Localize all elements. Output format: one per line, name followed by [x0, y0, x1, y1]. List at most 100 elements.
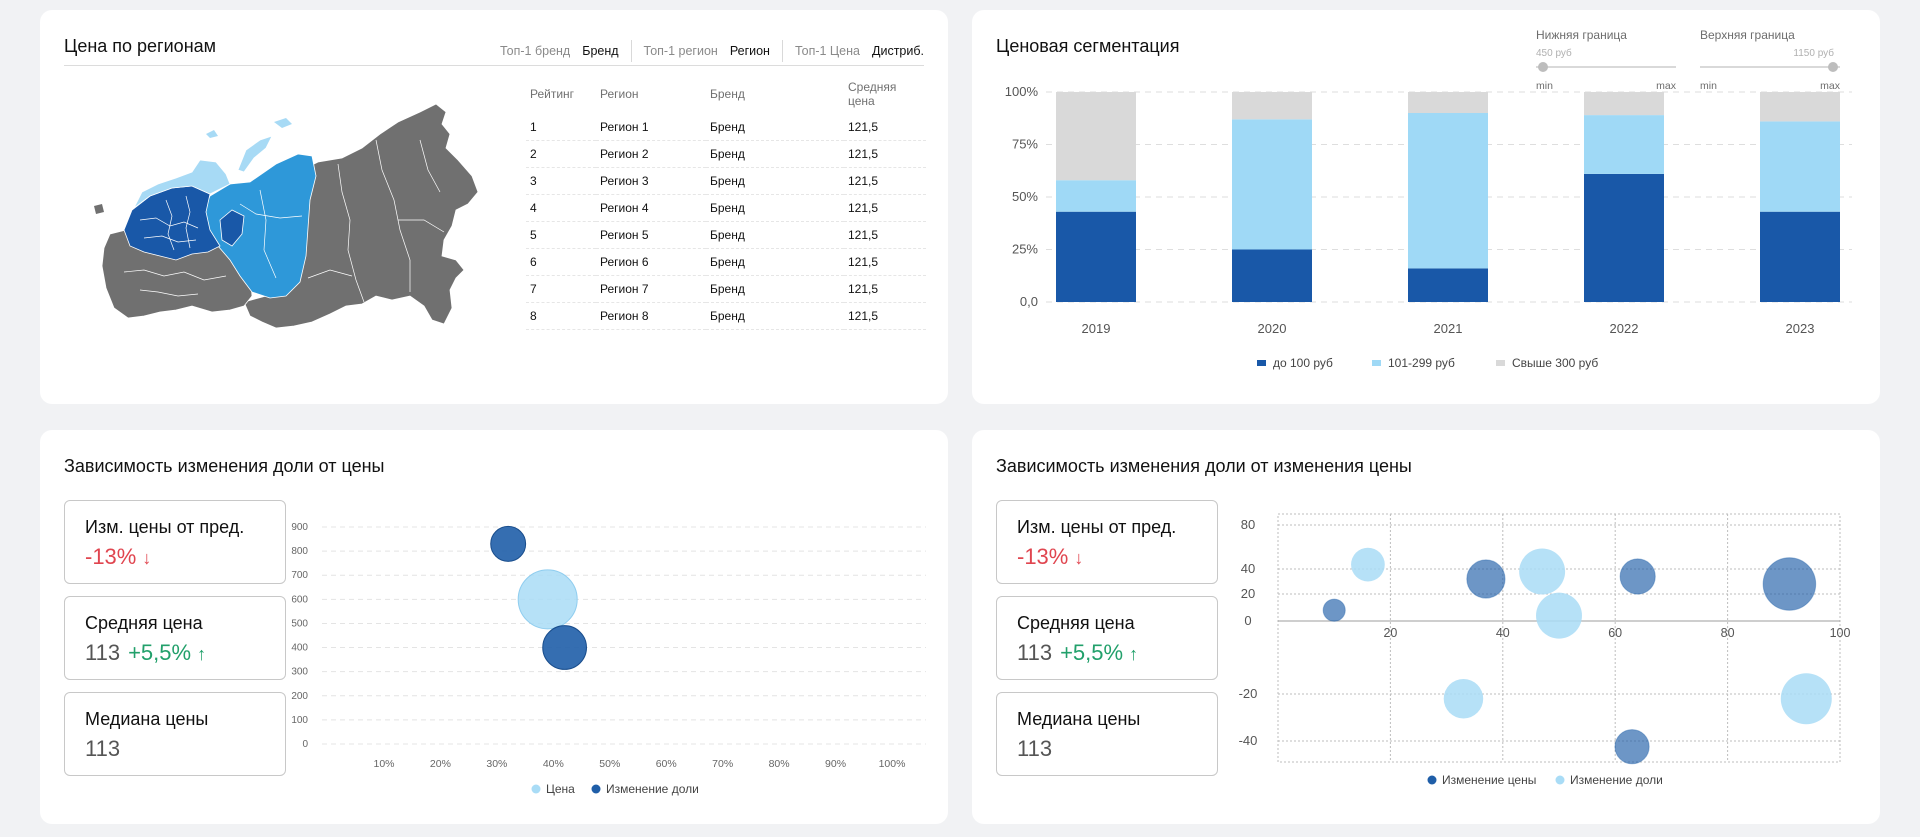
legend-label[interactable]: до 100 руб — [1273, 356, 1333, 370]
kpi-card[interactable]: Изм. цены от пред. -13% ↓ — [64, 500, 286, 584]
map-region-urals[interactable] — [219, 209, 245, 247]
slider-track[interactable] — [1700, 66, 1840, 68]
bar-segment[interactable] — [1584, 173, 1664, 302]
bubble-point[interactable] — [1780, 673, 1832, 725]
kpi-card[interactable]: Средняя цена 113 +5,5% ↑ — [996, 596, 1218, 680]
bar-segment[interactable] — [1760, 92, 1840, 122]
x-tick-label: 2021 — [1434, 321, 1463, 336]
y-tick-label: 400 — [291, 643, 308, 654]
bubble-point[interactable] — [1443, 678, 1484, 719]
bar-segment[interactable] — [1232, 92, 1312, 120]
legend-label[interactable]: Изменение цены — [1442, 773, 1536, 787]
slider-track[interactable] — [1536, 66, 1676, 68]
card-title: Цена по регионам — [64, 36, 217, 56]
bubble-point[interactable] — [1351, 547, 1385, 582]
kpi-card[interactable]: Медиана цены 113 — [996, 692, 1218, 776]
y-tick-label: 100% — [1005, 84, 1039, 99]
map-region-island-north-2[interactable] — [206, 130, 218, 138]
bar-segment[interactable] — [1056, 211, 1136, 302]
bubble-chart: 80 40 20 0 -20 -40 20 40 60 80 100 Изменение цены Из… — [1239, 513, 1850, 787]
bar-segment[interactable] — [1408, 268, 1488, 302]
table-row[interactable]: 7 Регион 7 Бренд 121,5 — [526, 275, 926, 303]
bubble-point[interactable] — [1536, 592, 1582, 639]
upper-bound-slider[interactable]: Верхняя граница 1150 руб min max — [1700, 28, 1840, 92]
bubble-point[interactable] — [1466, 559, 1506, 599]
legend-label[interactable]: 101-299 руб — [1388, 356, 1455, 370]
table-row[interactable]: 8 Регион 8 Бренд 121,5 — [526, 302, 926, 330]
kpi-value-row: 113 +5,5% ↑ — [1017, 640, 1197, 666]
bar-segment[interactable] — [1584, 92, 1664, 116]
cell-avg-price: 121,5 — [844, 248, 926, 276]
kpi-card[interactable]: Средняя цена 113 +5,5% ↑ — [64, 596, 286, 680]
x-tick-label: 50% — [599, 758, 620, 770]
filter-top-price[interactable]: Топ-1 Цена Дистриб. — [781, 40, 924, 62]
cell-rank: 2 — [526, 140, 596, 168]
map-region-siberia[interactable] — [203, 153, 317, 299]
cell-brand: Бренд — [706, 248, 844, 276]
filter-value[interactable]: Дистриб. — [872, 44, 924, 58]
filter-value[interactable]: Регион — [729, 44, 770, 58]
bubble-point[interactable] — [517, 569, 578, 630]
legend-label[interactable]: Цена — [546, 782, 575, 796]
legend-label[interactable]: Изменение доли — [606, 782, 699, 796]
kpi-value-row: -13% ↓ — [1017, 544, 1197, 570]
bubble-point[interactable] — [1619, 558, 1656, 595]
x-tick-label: 60% — [656, 758, 677, 770]
kpi-card[interactable]: Медиана цены 113 — [64, 692, 286, 776]
y-tick-label: 700 — [291, 570, 308, 581]
bar-segment[interactable] — [1408, 92, 1488, 113]
kpi-card[interactable]: Изм. цены от пред. -13% ↓ — [996, 500, 1218, 584]
bar-segment[interactable] — [1232, 119, 1312, 250]
bubble-point[interactable] — [542, 625, 587, 670]
bubble-point[interactable] — [1762, 557, 1817, 611]
cell-avg-price: 121,5 — [844, 275, 926, 303]
bar-segment[interactable] — [1584, 115, 1664, 174]
arrow-down-icon: ↓ — [1074, 548, 1084, 568]
legend-swatch — [1427, 775, 1437, 785]
russia-region-map[interactable] — [80, 100, 530, 340]
bar-segment[interactable] — [1232, 249, 1312, 303]
table-row[interactable]: 2 Регион 2 Бренд 121,5 — [526, 140, 926, 168]
x-tick-label: 40 — [1496, 626, 1510, 640]
table-body: 1 Регион 1 Бренд 121,5 2 Регион 2 Бренд 121,5 3 Р… — [526, 108, 926, 330]
table-row[interactable]: 5 Регион 5 Бренд 121,5 — [526, 221, 926, 249]
cell-region: Регион 5 — [596, 221, 706, 249]
table-row[interactable]: 4 Регион 4 Бренд 121,5 — [526, 194, 926, 222]
filter-top-region[interactable]: Топ-1 регион Регион — [630, 40, 782, 62]
table-row[interactable]: 1 Регион 1 Бренд 121,5 — [526, 108, 926, 141]
cell-brand: Бренд — [706, 275, 844, 303]
x-tick-label: 2020 — [1258, 321, 1287, 336]
column-header-rank[interactable]: Рейтинг — [530, 87, 575, 101]
x-tick-label: 2022 — [1610, 321, 1639, 336]
table-row[interactable]: 3 Регион 3 Бренд 121,5 — [526, 167, 926, 195]
slider-handle[interactable] — [1538, 62, 1548, 72]
kpi-value: 113 — [85, 736, 121, 761]
column-header-avg-price[interactable]: Средняя цена — [848, 80, 897, 108]
map-region-island-north[interactable] — [274, 118, 292, 128]
filter-top-brand[interactable]: Топ-1 бренд Бренд — [500, 40, 631, 62]
column-header-brand[interactable]: Бренд — [710, 87, 745, 101]
legend-label[interactable]: Изменение доли — [1570, 773, 1663, 787]
bubble-point[interactable] — [1322, 598, 1346, 622]
map-region-central[interactable] — [123, 185, 221, 261]
legend-label[interactable]: Свыше 300 руб — [1512, 356, 1598, 370]
y-tick-label: 20 — [1241, 586, 1255, 601]
bar-segment[interactable] — [1760, 211, 1840, 302]
map-region-north-west[interactable] — [133, 159, 231, 209]
bubble-point[interactable] — [490, 525, 527, 562]
column-header-region[interactable]: Регион — [600, 87, 639, 101]
map-region-island-novaya-zemlya[interactable] — [237, 135, 273, 173]
kpi-delta: +5,5% — [1060, 640, 1124, 665]
bar-segment[interactable] — [1056, 92, 1136, 181]
bubble-point[interactable] — [1519, 548, 1566, 595]
plot-frame — [1277, 513, 1841, 763]
map-region-kaliningrad[interactable] — [94, 204, 104, 214]
bar-segment[interactable] — [1056, 180, 1136, 212]
slider-handle[interactable] — [1828, 62, 1838, 72]
table-row[interactable]: 6 Регион 6 Бренд 121,5 — [526, 248, 926, 276]
lower-bound-slider[interactable]: Нижняя граница 450 руб min max — [1536, 28, 1676, 92]
bar-segment[interactable] — [1408, 113, 1488, 269]
bubble-point[interactable] — [1614, 729, 1650, 765]
bar-segment[interactable] — [1760, 121, 1840, 212]
filter-value[interactable]: Бренд — [582, 44, 619, 58]
